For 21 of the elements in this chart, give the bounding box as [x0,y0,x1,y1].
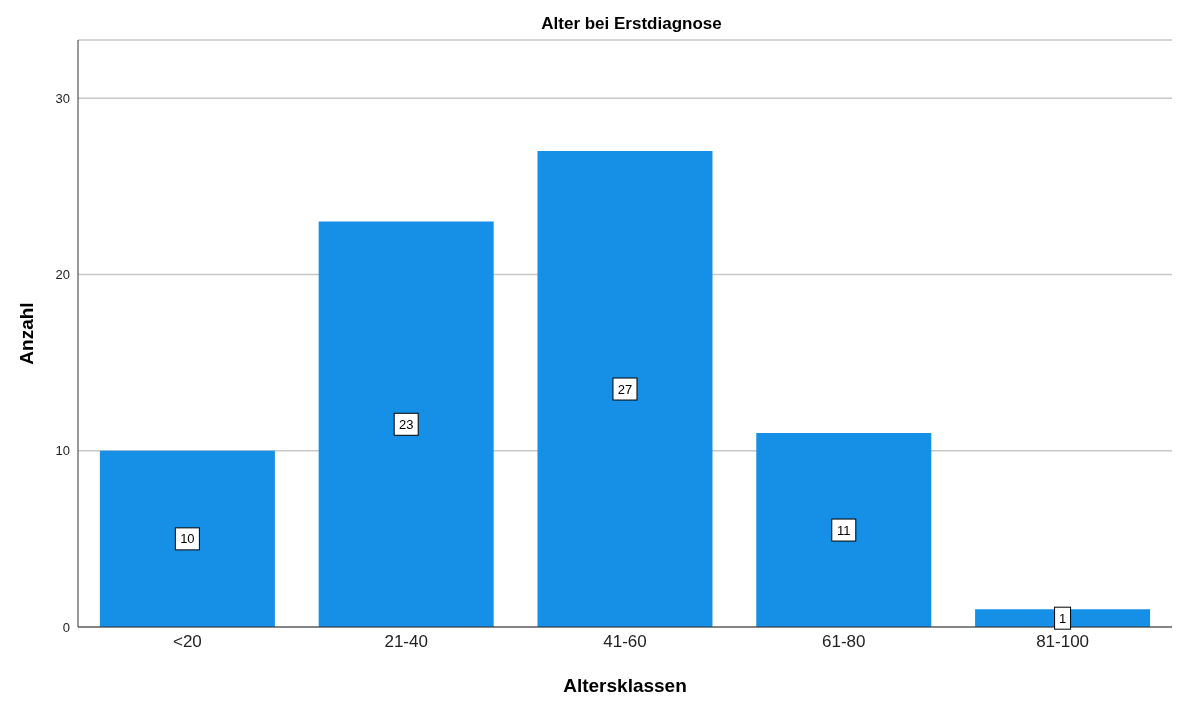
bar [537,151,713,627]
x-tick-label: 21-40 [384,632,428,652]
data-label: 27 [617,381,633,397]
y-tick-label: 20 [55,267,70,283]
data-label: 23 [398,416,414,432]
x-tick-label: <20 [172,632,202,652]
x-tick-label: 41-60 [603,632,647,652]
y-tick-label: 10 [55,443,70,459]
data-label: 10 [180,531,195,547]
chart-title: Alter bei Erstdiagnose [540,14,723,34]
bar [318,221,494,627]
data-label: 11 [837,522,851,538]
data-label: 1 [1058,610,1067,626]
x-axis-title: Altersklassen [563,675,687,696]
bar [99,450,275,627]
x-tick-label: 81-100 [1036,632,1090,652]
x-tick-label: 61-80 [822,632,866,652]
y-axis-title: Anzahl [15,302,37,365]
y-tick-label: 0 [62,619,70,635]
y-tick-label: 30 [55,90,70,106]
bar [756,433,932,627]
